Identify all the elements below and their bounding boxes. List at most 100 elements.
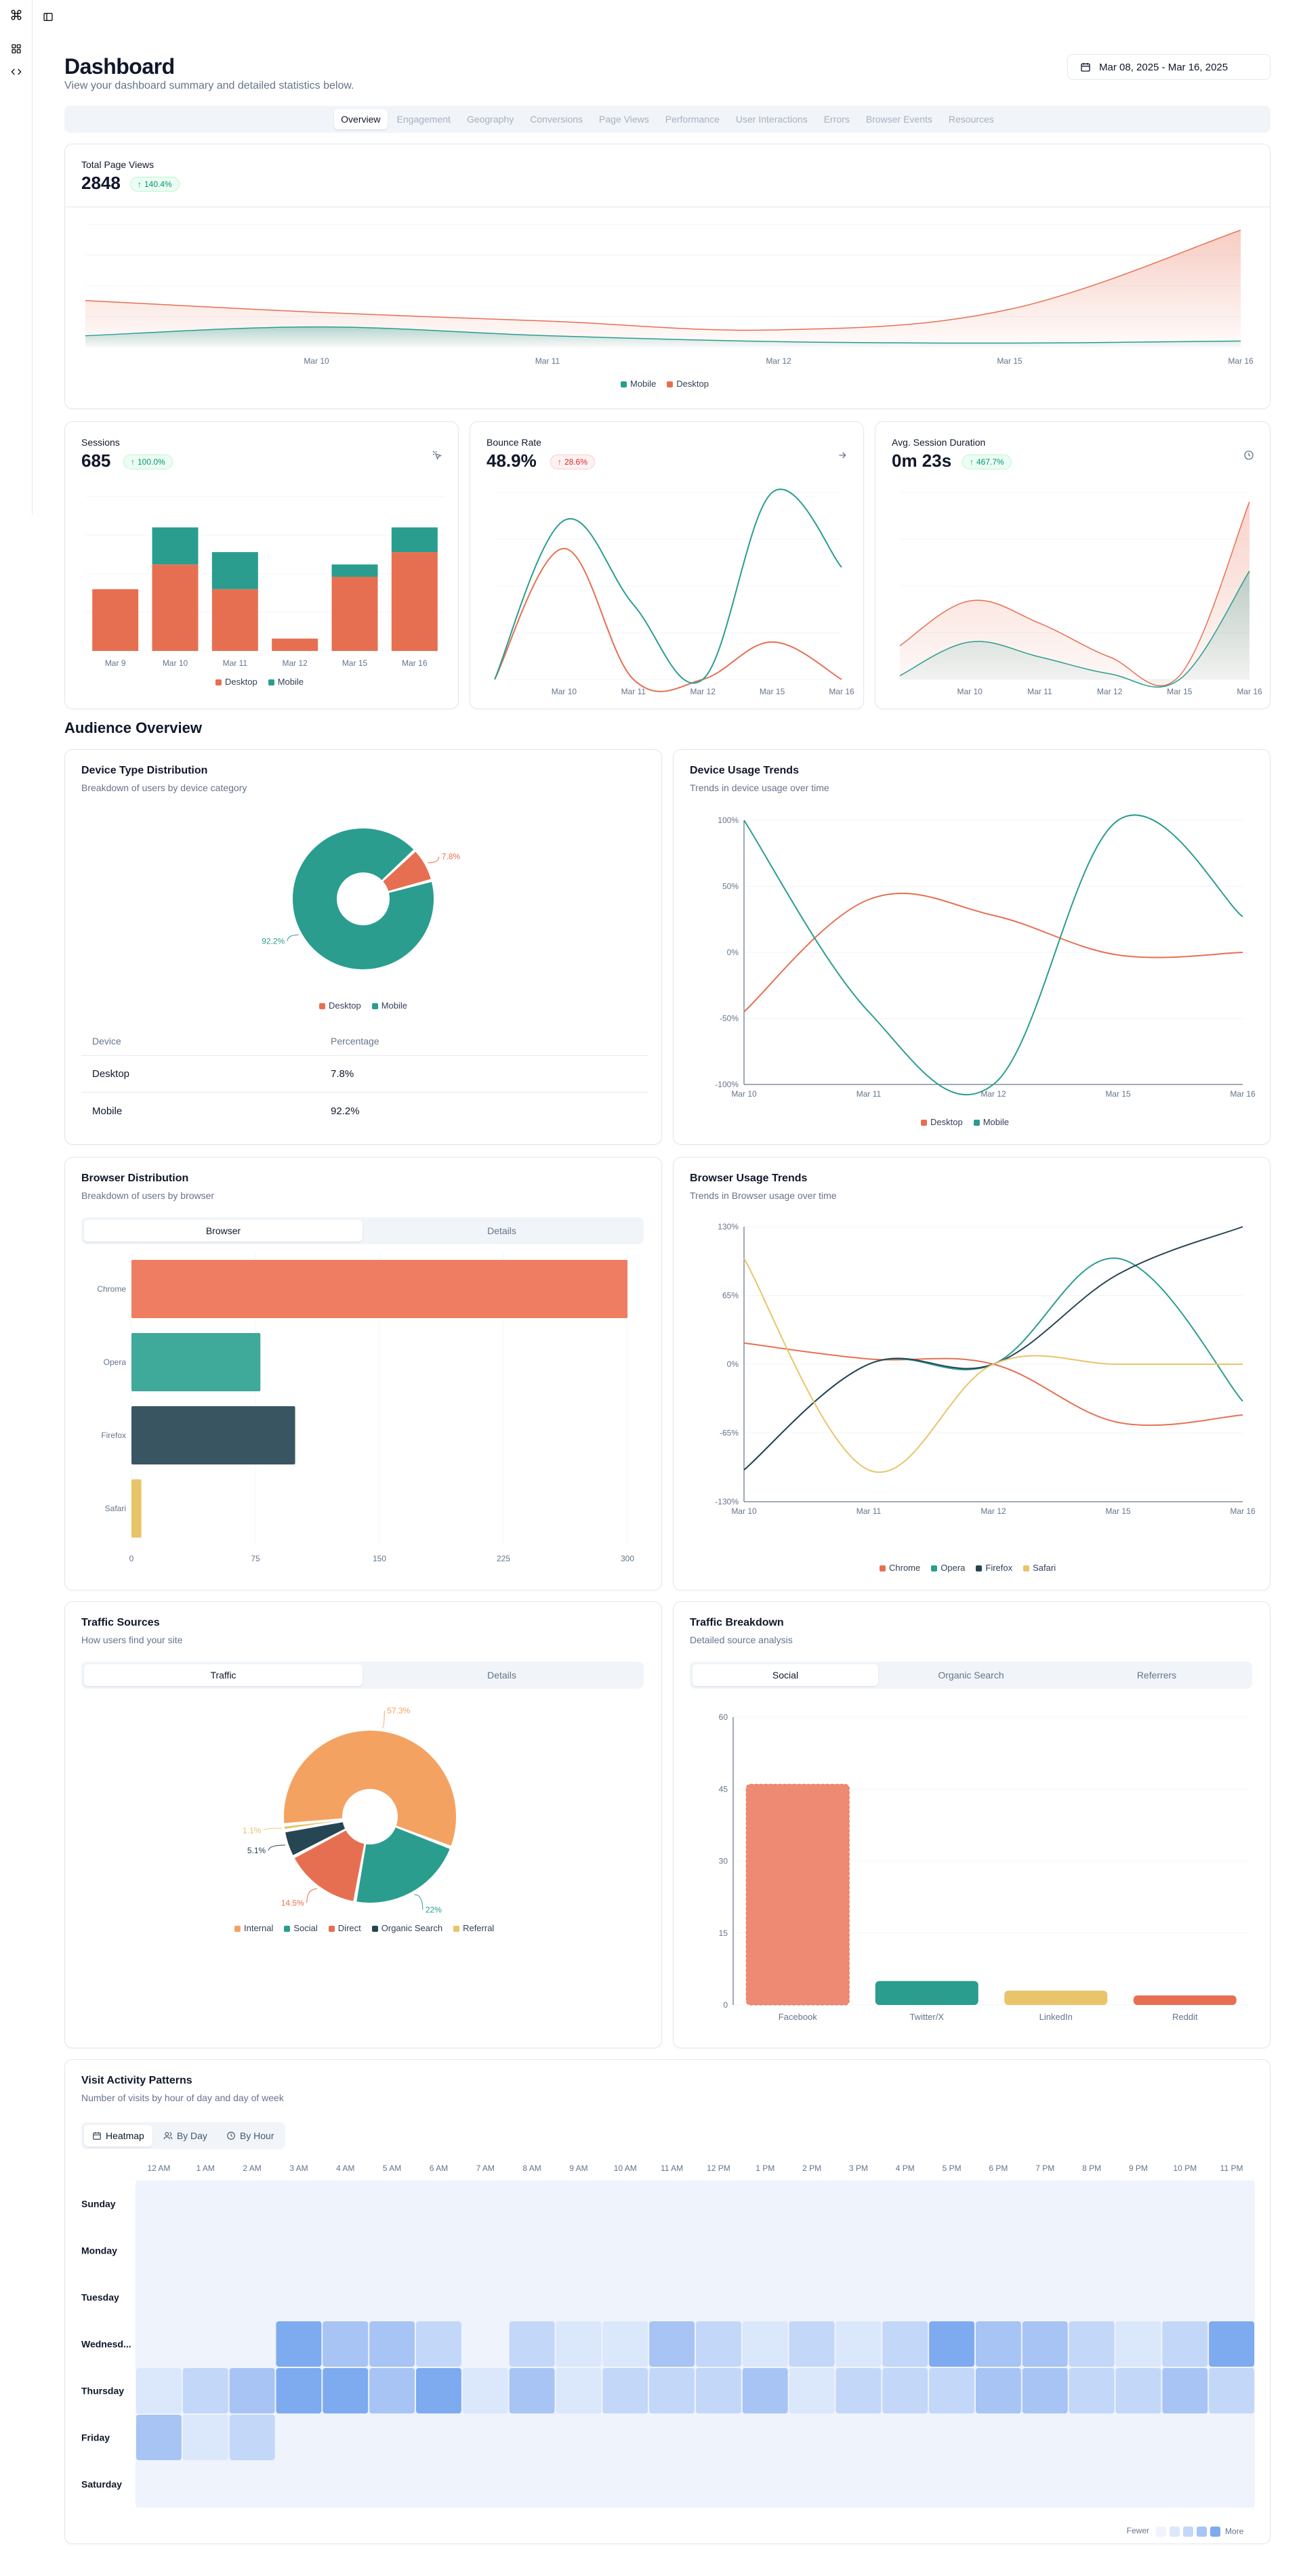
tab-user-interactions[interactable]: User Interactions <box>735 114 808 125</box>
tab-by-hour[interactable]: By Hour <box>218 2125 283 2147</box>
y-tick-label: 30 <box>719 1857 728 1866</box>
heatmap-cell <box>182 2368 228 2413</box>
tab-conversions[interactable]: Conversions <box>530 114 583 125</box>
seg-details[interactable]: Details <box>487 1670 516 1681</box>
heatmap-cell <box>509 2321 555 2367</box>
sessions-chart: Mar 9 Mar 10 Mar 11 Mar 12 Mar 15 Mar 16 <box>85 496 445 668</box>
tab-geography[interactable]: Geography <box>466 114 514 125</box>
main-tabs: Overview Engagement Geography Conversion… <box>64 106 1271 133</box>
device-distribution-card: Device Type Distribution Breakdown of us… <box>64 749 662 1145</box>
seg-social[interactable]: Social <box>693 1664 878 1686</box>
y-tick-label: -130% <box>715 1497 739 1506</box>
bounce-rate-card: Bounce Rate 48.9% ↑ 28.6% Mar 10 Mar 11 Mar… <box>470 421 864 709</box>
line-mobile <box>85 326 1241 344</box>
tab-by-day[interactable]: By Day <box>155 2125 215 2147</box>
bar-mobile <box>391 527 438 553</box>
grid-icon[interactable] <box>9 42 23 56</box>
label-leader <box>428 856 440 864</box>
legend-fewer: Fewer <box>1127 2526 1149 2535</box>
tab-heatmap[interactable]: Heatmap <box>84 2125 152 2147</box>
seg-browser[interactable]: Browser <box>84 1220 363 1242</box>
legend-swatch <box>1210 2527 1220 2537</box>
browser-bar-chart: 0 75 150 225 300 Chrome Opera Firefox Safari <box>97 1252 634 1563</box>
legend-opera: Opera <box>931 1563 965 1573</box>
heatmap-cell <box>1069 2368 1115 2413</box>
slice-desktop <box>381 849 433 893</box>
heatmap-cell <box>509 2368 555 2413</box>
date-range-text: Mar 08, 2025 - Mar 16, 2025 <box>1099 61 1228 73</box>
sessions-title: Sessions <box>81 437 120 448</box>
y-tick-label: 65% <box>722 1291 739 1301</box>
heatmap-cell <box>742 2321 788 2367</box>
tab-engagement[interactable]: Engagement <box>396 114 451 125</box>
line-firefox <box>743 1226 1243 1471</box>
device-trends-title: Device Usage Trends <box>690 765 799 776</box>
legend-direct: Direct <box>328 1923 361 1933</box>
bar-linkedin <box>1004 1990 1108 2005</box>
x-tick-label: 75 <box>251 1554 260 1563</box>
hour-label: 7 AM <box>476 2163 495 2173</box>
data-label: 1.1% <box>243 1825 262 1835</box>
legend-referral: Referral <box>453 1923 494 1933</box>
seg-traffic[interactable]: Traffic <box>84 1664 363 1686</box>
hour-label: 3 AM <box>289 2163 308 2173</box>
heatmap-cell <box>976 2321 1021 2367</box>
line-desktop <box>743 892 1243 1013</box>
y-tick-label: 130% <box>718 1222 739 1231</box>
heatmap-cell <box>696 2368 741 2413</box>
traffic-breakdown-chart: 60 45 30 15 0 Facebook Twitter/X LinkedIn Reddit <box>719 1712 1250 2022</box>
code-icon[interactable] <box>9 65 23 79</box>
tab-overview[interactable]: Overview <box>334 109 388 129</box>
legend-swatch <box>1156 2527 1166 2537</box>
clock-icon <box>227 2132 235 2140</box>
heatmap-cell <box>882 2321 928 2367</box>
day-label: Sunday <box>81 2199 116 2210</box>
slice-organic-search <box>283 1820 347 1857</box>
x-tick-label: Reddit <box>1172 2012 1198 2022</box>
y-tick-label: 15 <box>719 1928 728 1938</box>
command-icon[interactable] <box>9 8 23 22</box>
x-tick-label: Mar 16 <box>1228 356 1254 366</box>
cell-device: Mobile <box>92 1105 123 1117</box>
hour-label: 10 AM <box>614 2163 637 2173</box>
label-leader <box>287 934 299 942</box>
seg-details[interactable]: Details <box>487 1225 516 1236</box>
bar-facebook <box>745 1783 850 2006</box>
duration-chart: Mar 10 Mar 11 Mar 12 Mar 15 Mar 16 <box>899 492 1262 696</box>
tab-page-views[interactable]: Page Views <box>599 114 649 125</box>
label-leader <box>414 1894 424 1910</box>
tab-performance[interactable]: Performance <box>665 114 720 125</box>
line-chrome <box>743 1342 1243 1427</box>
legend-mobile: Mobile <box>371 1000 407 1011</box>
hour-label: 9 PM <box>1129 2163 1148 2173</box>
heatmap-cell <box>1022 2321 1068 2367</box>
heatmap-background <box>136 2180 1255 2508</box>
tab-errors[interactable]: Errors <box>823 114 850 125</box>
legend-desktop: Desktop <box>319 1000 361 1011</box>
bounce-title: Bounce Rate <box>487 437 541 448</box>
visit-activity-card: Visit Activity Patterns Number of visits… <box>64 2059 1271 2544</box>
heatmap-cell <box>1162 2321 1208 2367</box>
date-range-picker[interactable]: Mar 08, 2025 - Mar 16, 2025 <box>1067 54 1271 80</box>
bounce-change-badge: ↑ 28.6% <box>550 455 596 469</box>
tab-browser-events[interactable]: Browser Events <box>865 114 932 125</box>
sidebar-toggle-icon[interactable] <box>41 9 56 24</box>
bar-desktop <box>92 589 139 651</box>
slice-social <box>354 1825 452 1904</box>
hour-label: 2 PM <box>802 2163 821 2173</box>
legend-desktop: Desktop <box>667 379 709 389</box>
tab-resources[interactable]: Resources <box>948 114 994 125</box>
cell-pct: 92.2% <box>331 1105 360 1117</box>
seg-organic-search[interactable]: Organic Search <box>938 1670 1004 1681</box>
device-trends-legend: Desktop Mobile <box>921 1117 1009 1127</box>
heatmap-cell <box>556 2368 602 2413</box>
seg-referrers[interactable]: Referrers <box>1136 1670 1177 1681</box>
device-table: Device Percentage Desktop 7.8% Mobile 92… <box>81 1026 648 1129</box>
area-desktop <box>900 501 1250 686</box>
legend-more: More <box>1225 2527 1244 2536</box>
data-label: 7.8% <box>442 852 461 862</box>
x-tick-label: Mar 16 <box>829 687 854 696</box>
x-tick-label: Mar 11 <box>621 687 646 696</box>
x-tick-label: Mar 11 <box>1027 687 1052 696</box>
page-views-change: 140.4% <box>144 180 172 189</box>
